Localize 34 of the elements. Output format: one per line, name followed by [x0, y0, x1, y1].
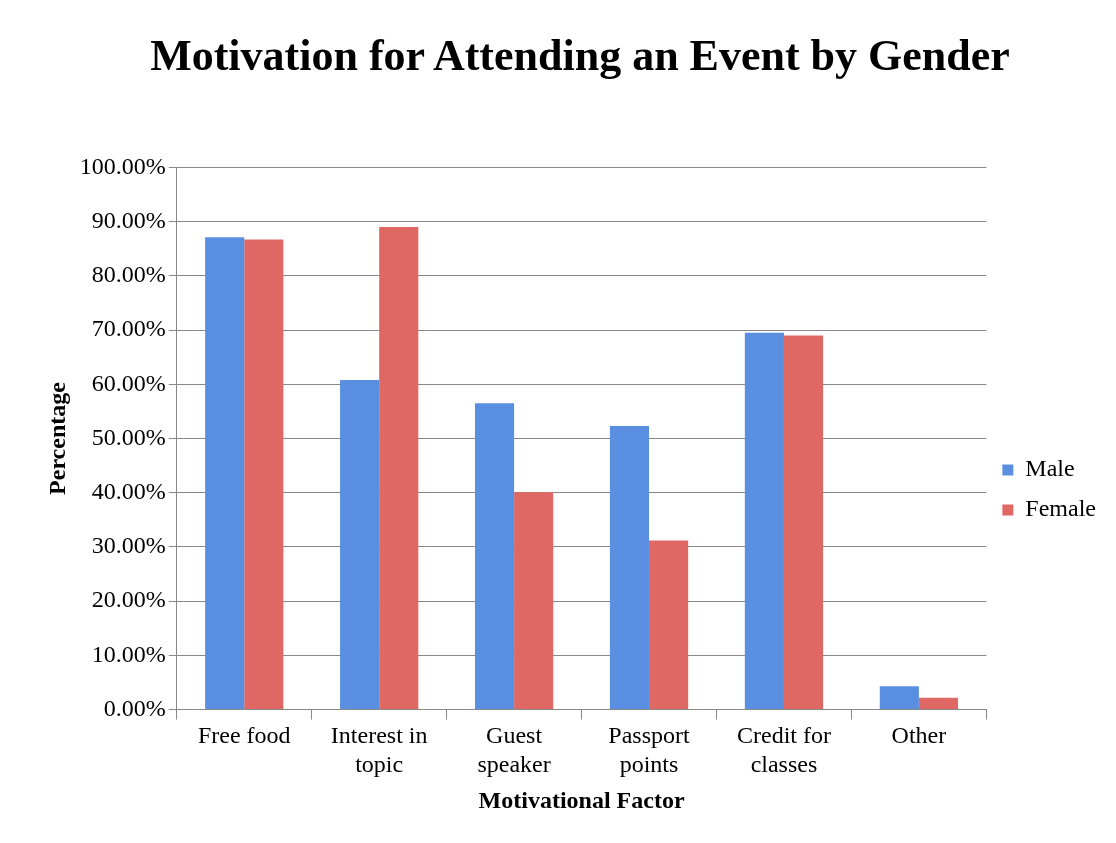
chart-title: Motivation for Attending an Event by Gender [149, 30, 1011, 82]
legend-label: Male [1025, 455, 1075, 482]
x-axis-title: Motivational Factor [478, 786, 685, 813]
y-tick-label: 40.00% [91, 478, 166, 505]
bar [474, 403, 515, 710]
bar [244, 239, 284, 710]
y-tick-label: 50.00% [91, 423, 166, 450]
bar [649, 540, 689, 710]
x-tick-label: Free food [197, 722, 291, 749]
x-tick-label: Interest in topic [330, 722, 428, 778]
bar [744, 332, 784, 710]
bar [918, 697, 959, 710]
bar [205, 237, 245, 710]
y-tick-label: 90.00% [91, 206, 166, 233]
bar [340, 379, 380, 710]
x-tick-label: Other [891, 722, 947, 749]
y-tick-label: 30.00% [91, 532, 166, 559]
y-tick-label: 20.00% [91, 586, 166, 613]
y-axis-title: Percentage [43, 381, 70, 495]
x-tick-label: Credit for classes [736, 722, 831, 778]
y-tick-label: 70.00% [91, 315, 166, 342]
bar [783, 335, 824, 710]
bar [879, 686, 919, 710]
y-tick-label: 0.00% [103, 694, 166, 721]
x-tick-label: Passport points [608, 722, 691, 778]
bar [514, 492, 554, 710]
y-tick-label: 10.00% [91, 640, 166, 667]
y-tick-label: 100.00% [79, 152, 166, 179]
x-tick-label: Guest speaker [477, 722, 551, 778]
legend-label: Female [1025, 495, 1096, 522]
bar [379, 227, 419, 710]
y-tick-label: 80.00% [91, 261, 166, 288]
bar [609, 426, 650, 710]
y-tick-label: 60.00% [91, 369, 166, 396]
